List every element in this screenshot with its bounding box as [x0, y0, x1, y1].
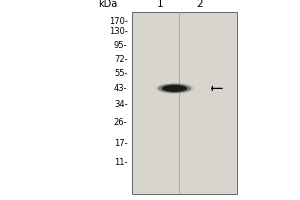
Text: 34-: 34-	[114, 100, 128, 109]
Ellipse shape	[155, 83, 194, 94]
Text: 72-: 72-	[114, 54, 128, 64]
FancyBboxPatch shape	[132, 12, 237, 194]
Text: 130-: 130-	[109, 26, 128, 36]
Text: 170-: 170-	[109, 17, 128, 25]
Text: 95-: 95-	[114, 40, 128, 49]
Ellipse shape	[158, 84, 191, 93]
Text: 2: 2	[196, 0, 203, 9]
Text: 17-: 17-	[114, 138, 128, 148]
Text: 11-: 11-	[114, 158, 128, 167]
Text: 1: 1	[157, 0, 164, 9]
Ellipse shape	[162, 85, 187, 92]
Text: kDa: kDa	[98, 0, 118, 9]
Text: 55-: 55-	[114, 68, 128, 77]
Text: 43-: 43-	[114, 84, 128, 93]
Text: 26-: 26-	[114, 118, 128, 127]
